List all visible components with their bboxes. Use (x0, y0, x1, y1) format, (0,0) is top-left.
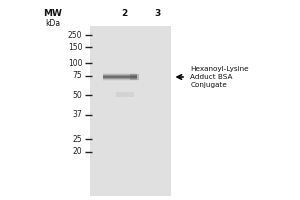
Text: Hexanoyl-Lysine
Adduct BSA
Conjugate: Hexanoyl-Lysine Adduct BSA Conjugate (190, 66, 249, 88)
Text: 2: 2 (122, 8, 128, 18)
Text: 25: 25 (73, 134, 82, 144)
Text: 50: 50 (73, 90, 82, 99)
Bar (103, 76, 137, 77)
Bar (103, 74, 137, 75)
Bar (130, 74, 139, 80)
Bar (103, 80, 137, 81)
Text: 150: 150 (68, 43, 83, 51)
Text: 20: 20 (73, 148, 82, 156)
Text: MW: MW (43, 8, 62, 18)
Text: 3: 3 (154, 8, 160, 18)
Bar (116, 92, 134, 97)
Bar (90, 26, 171, 196)
Bar (103, 78, 137, 79)
Text: 250: 250 (68, 30, 83, 40)
Text: 75: 75 (73, 72, 82, 80)
Text: 37: 37 (73, 110, 82, 119)
Bar (103, 79, 137, 80)
Text: kDa: kDa (45, 19, 60, 27)
Text: 100: 100 (68, 58, 83, 68)
Bar (103, 77, 137, 78)
Bar (103, 75, 137, 76)
Bar (103, 73, 137, 74)
